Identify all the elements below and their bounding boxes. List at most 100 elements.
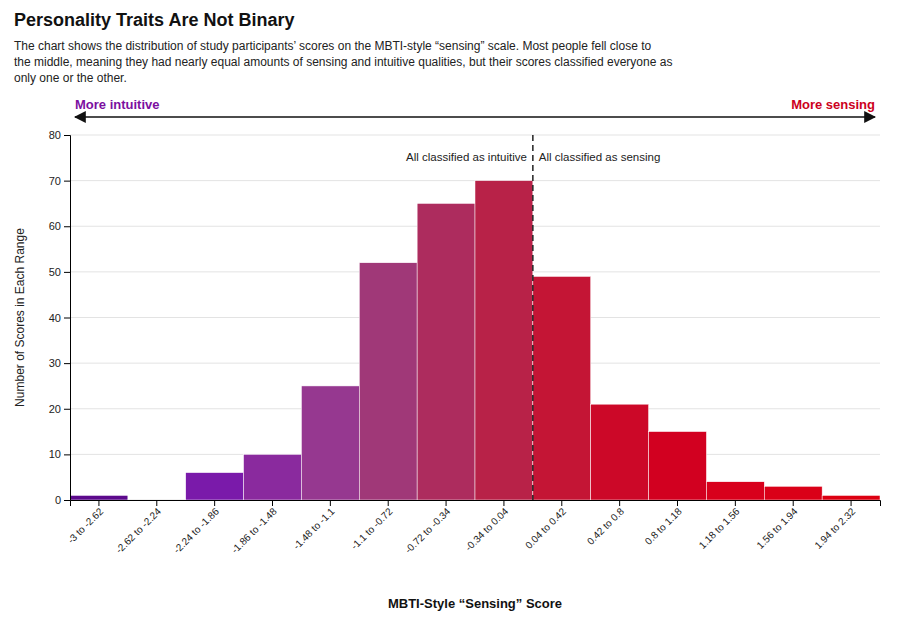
x-tick-label: -3 to -2.62 [65,505,105,545]
x-tick: 0.04 to 0.42 [523,500,568,551]
x-axis: -3 to -2.62-2.62 to -2.24-2.24 to -1.86-… [65,500,880,555]
x-tick: 1.56 to 1.94 [754,500,799,551]
y-tick: 30 [49,357,70,369]
bar [70,495,128,500]
x-tick-label: 0.42 to 0.8 [585,505,627,547]
y-tick-mark [64,454,70,455]
x-tick-label: -1.1 to -0.72 [349,505,395,551]
y-tick-mark [64,318,70,319]
y-tick-label: 30 [49,357,61,369]
x-tick-label: -2.62 to -2.24 [113,505,163,555]
y-axis-title: Number of Scores in Each Range [13,228,27,407]
bar [706,482,764,500]
x-tick-mark [330,500,331,506]
x-tick-label: -2.24 to -1.86 [171,505,221,555]
x-tick-label: -1.86 to -1.48 [229,505,279,555]
annotation: All classified as intuitive [406,151,527,163]
y-tick: 60 [49,220,70,232]
grid-line [70,135,880,136]
bar [475,181,533,500]
subtitle-line: The chart shows the distribution of stud… [14,39,652,53]
x-tick-label: -0.72 to -0.34 [403,505,453,555]
direction-label: More sensing [791,97,875,112]
bar [822,495,880,500]
x-tick-mark [214,500,215,506]
bar [186,473,244,500]
y-axis-line [64,136,71,501]
y-tick-mark [64,363,70,364]
x-tick-mark [793,500,794,506]
bar [359,263,417,500]
x-axis-line [71,501,881,507]
y-tick-label: 0 [55,494,61,506]
y-tick-label: 70 [49,175,61,187]
x-tick-mark [272,500,273,506]
x-tick-label: -0.34 to 0.04 [463,505,511,553]
x-tick: 1.18 to 1.56 [697,500,742,551]
chart-svg: Personality Traits Are Not Binary The cha… [0,0,900,618]
y-tick: 50 [49,266,70,278]
x-tick-label: 0.8 to 1.18 [643,505,685,547]
y-tick-label: 10 [49,448,61,460]
y-tick-mark [64,226,70,227]
bar [533,276,591,500]
x-tick: -1.48 to -1.1 [291,500,337,552]
x-tick: 0.8 to 1.18 [643,500,685,547]
y-tick: 10 [49,448,70,460]
y-tick: 0 [55,494,70,506]
x-axis-title: MBTI-Style “Sensing” Score [388,596,562,611]
x-tick: -1.86 to -1.48 [229,500,279,555]
y-tick: 80 [49,129,70,141]
x-tick-label: 1.94 to 2.32 [812,505,857,550]
plot: -3 to -2.62-2.62 to -2.24-2.24 to -1.86-… [13,129,881,555]
x-tick-mark [446,500,447,506]
bar [764,486,822,500]
y-tick-label: 80 [49,129,61,141]
y-tick: 70 [49,175,70,187]
y-tick-label: 20 [49,403,61,415]
bar [417,203,475,500]
y-tick-label: 60 [49,220,61,232]
x-tick-mark [388,500,389,506]
y-tick-mark [64,409,70,410]
y-tick-label: 50 [49,266,61,278]
x-tick-mark [503,500,504,506]
x-tick: 0.42 to 0.8 [585,500,627,547]
y-tick-mark [64,500,70,501]
annotation: All classified as sensing [539,151,660,163]
grid [70,135,880,500]
y-tick-label: 40 [49,312,61,324]
x-tick: -0.34 to 0.04 [463,500,511,553]
x-tick-label: 0.04 to 0.42 [523,505,568,550]
y-tick-mark [64,181,70,182]
bar [301,386,359,500]
x-tick-mark [561,500,562,506]
x-tick: -2.24 to -1.86 [171,500,221,555]
x-tick: -1.1 to -0.72 [349,500,395,552]
bar [244,454,302,500]
x-tick: 1.94 to 2.32 [812,500,857,551]
y-axis: 0 10 20 30 40 50 60 70 80 [49,129,71,506]
subtitle-line: only one or the other. [14,71,127,85]
y-tick-mark [64,135,70,136]
direction-label: More intuitive [75,97,160,112]
bar [649,432,707,500]
x-tick-label: 1.56 to 1.94 [754,505,799,550]
direction-arrow [75,116,875,118]
x-tick-mark [156,500,157,506]
y-tick: 40 [49,312,70,324]
x-tick-label: -1.48 to -1.1 [291,505,337,551]
x-tick-mark [851,500,852,506]
subtitle-line: the middle, meaning they had nearly equa… [14,55,672,69]
bar [591,404,649,500]
x-tick: -3 to -2.62 [65,500,105,546]
y-tick-mark [64,272,70,273]
x-tick-mark [735,500,736,506]
x-tick: -2.62 to -2.24 [113,500,163,555]
title: Personality Traits Are Not Binary [14,10,294,30]
bars [70,181,880,500]
x-tick-mark [677,500,678,506]
divider [532,135,534,500]
subtitle: The chart shows the distribution of stud… [14,39,672,85]
x-tick-mark [619,500,620,506]
